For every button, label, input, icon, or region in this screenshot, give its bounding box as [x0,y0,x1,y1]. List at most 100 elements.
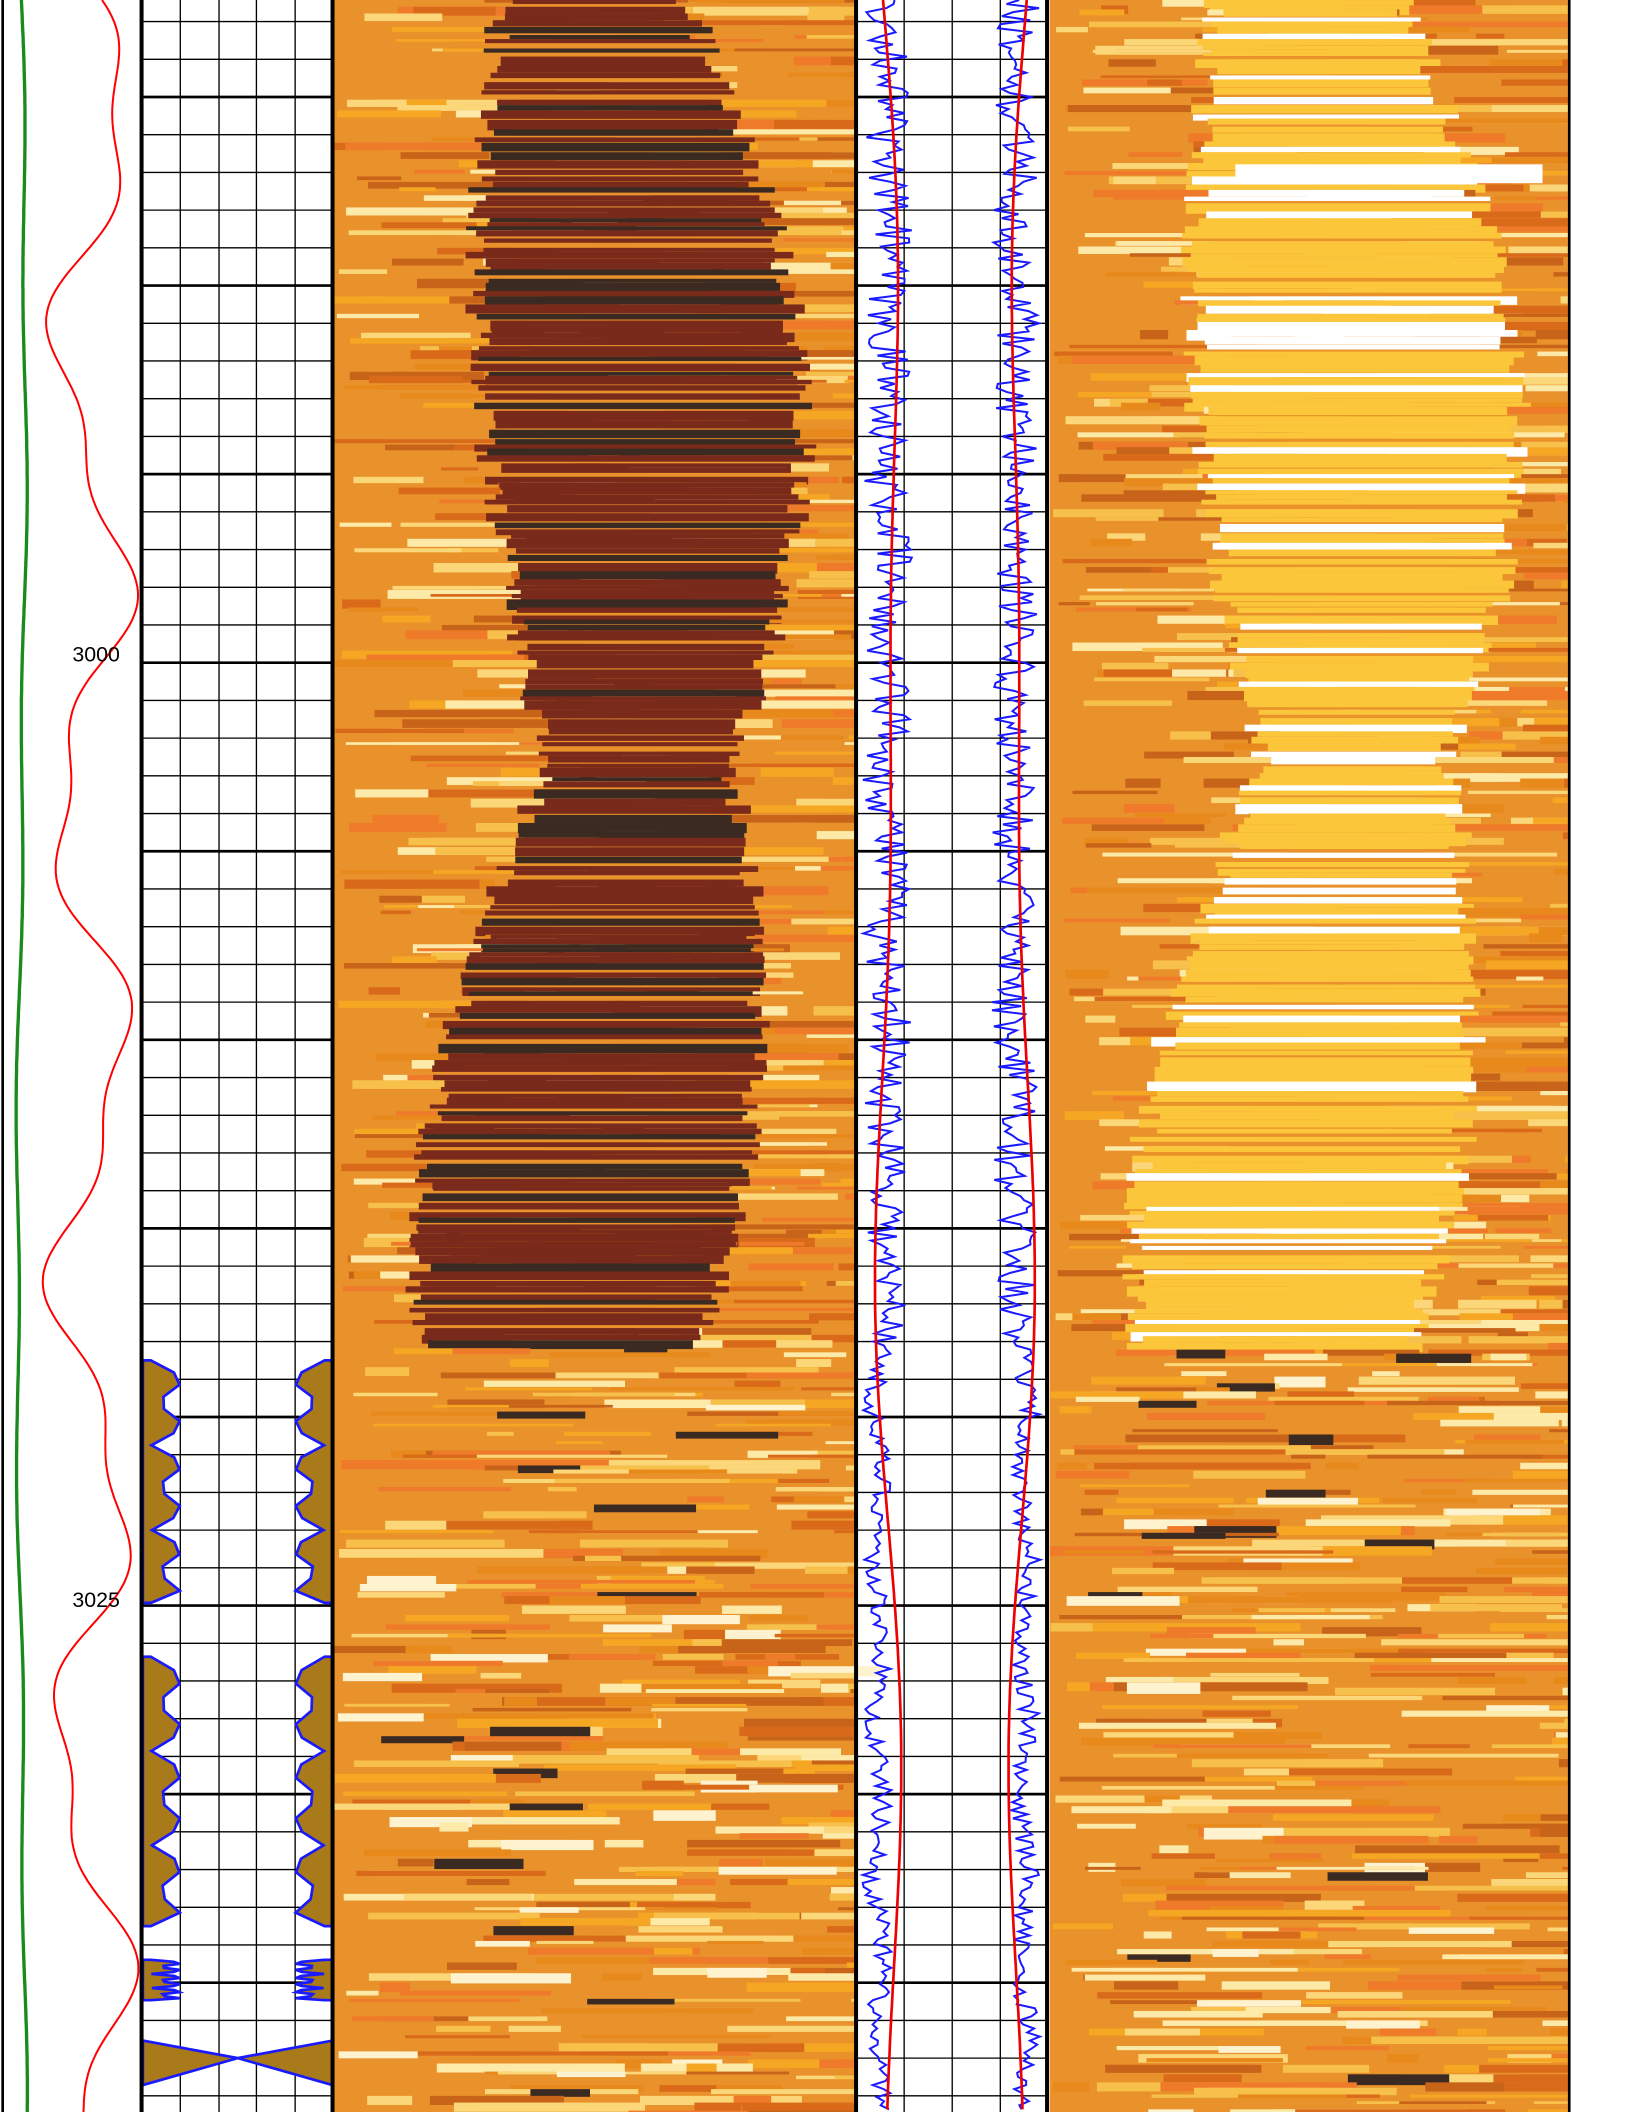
image-band [420,1281,715,1287]
image-stripe [1242,1932,1300,1939]
image-stripe [1189,1634,1366,1638]
image-stripe [349,1999,520,2002]
image-stripe [831,1393,855,1396]
image-stripe [1124,1658,1326,1662]
image-stripe [1520,915,1568,920]
image-band [1246,656,1473,664]
image-stripe [821,1684,848,1693]
image-band [485,500,810,505]
image-stripe [1216,1859,1324,1862]
image-stripe [774,120,855,129]
image-stripe [791,1673,855,1679]
image-band [469,991,753,995]
image-stripe [1525,862,1568,866]
image-band [548,719,735,729]
image-stripe [1506,1540,1568,1547]
image-band [1237,607,1486,612]
image-stripe [392,259,464,266]
image-spot [520,1907,579,1913]
image-stripe [839,1263,855,1270]
image-stripe [1084,700,1172,705]
image-spot [1346,2020,1420,2028]
image-stripe [755,935,855,942]
image-stripe [1080,1484,1189,1487]
image-stripe [1546,1615,1567,1619]
image-band [419,1255,724,1264]
image-stripe [547,1580,695,1584]
image-band [1195,919,1476,924]
image-band [481,110,741,118]
image-stripe [509,2026,561,2032]
image-stripe [1053,2082,1089,2091]
image-stripe [1565,1156,1568,1163]
image-stripe [722,1661,778,1666]
image-stripe [1563,500,1567,504]
image-stripe [1383,1498,1477,1503]
image-band [484,27,712,33]
image-stripe [807,187,855,191]
image-band [1201,500,1522,505]
image-stripe [1534,2101,1568,2104]
image-stripe [1102,1786,1276,1790]
image-stripe [1218,1505,1415,1508]
image-band [515,847,744,856]
image-stripe [340,1530,494,1533]
image-band [447,1098,743,1105]
image-band [494,411,794,421]
image-band [1177,985,1475,989]
image-stripe [1210,1906,1283,1910]
image-band [1130,1211,1455,1216]
image-stripe [1409,22,1568,28]
image-stripe [707,1941,763,1944]
image-band [1239,791,1461,796]
image-band [1240,843,1448,849]
image-stripe [674,1894,716,1901]
image-stripe [1440,1420,1558,1427]
image-band [502,467,791,471]
image-stripe [449,1615,509,1622]
image-stripe [731,1281,801,1286]
image-band [1199,462,1523,468]
image-stripe [813,160,855,167]
image-stripe [782,719,855,728]
image-band [516,838,746,847]
image-stripe [344,880,479,889]
image-band [1245,669,1472,678]
image-stripe [1148,1910,1283,1916]
image-band [489,338,787,345]
image-band [462,978,764,985]
image-band [548,756,729,763]
image-stripe [1182,1917,1364,1920]
image-spot [339,2051,418,2058]
image-stripe [457,1719,658,1728]
image-stripe [1476,34,1504,39]
image-stripe [1567,873,1568,877]
image-band [475,927,764,937]
image-band [1203,34,1426,40]
image-stripe [1425,2082,1504,2091]
image-stripe [1152,1853,1215,1858]
image-spot [497,1412,585,1419]
image-stripe [1056,1471,1130,1479]
image-band [1127,1195,1462,1204]
image-stripe [1116,1498,1234,1503]
image-stripe [353,1393,437,1396]
image-band [1143,1146,1460,1152]
image-band [1190,385,1522,392]
image-stripe [1097,1992,1262,1998]
image-stripe [384,905,418,908]
image-stripe [1523,1005,1568,1008]
image-stripe [1225,1649,1406,1653]
image-stripe [382,616,430,623]
image-stripe [1486,1906,1568,1910]
image-stripe [795,333,855,341]
image-stripe [1468,1207,1568,1215]
image-stripe [817,1624,855,1629]
image-stripe [492,1634,652,1638]
image-band [537,735,744,740]
image-stripe [581,2035,771,2038]
image-band [537,660,754,668]
image-stripe [468,2016,547,2021]
image-stripe [739,152,855,159]
image-stripe [574,1879,677,1885]
